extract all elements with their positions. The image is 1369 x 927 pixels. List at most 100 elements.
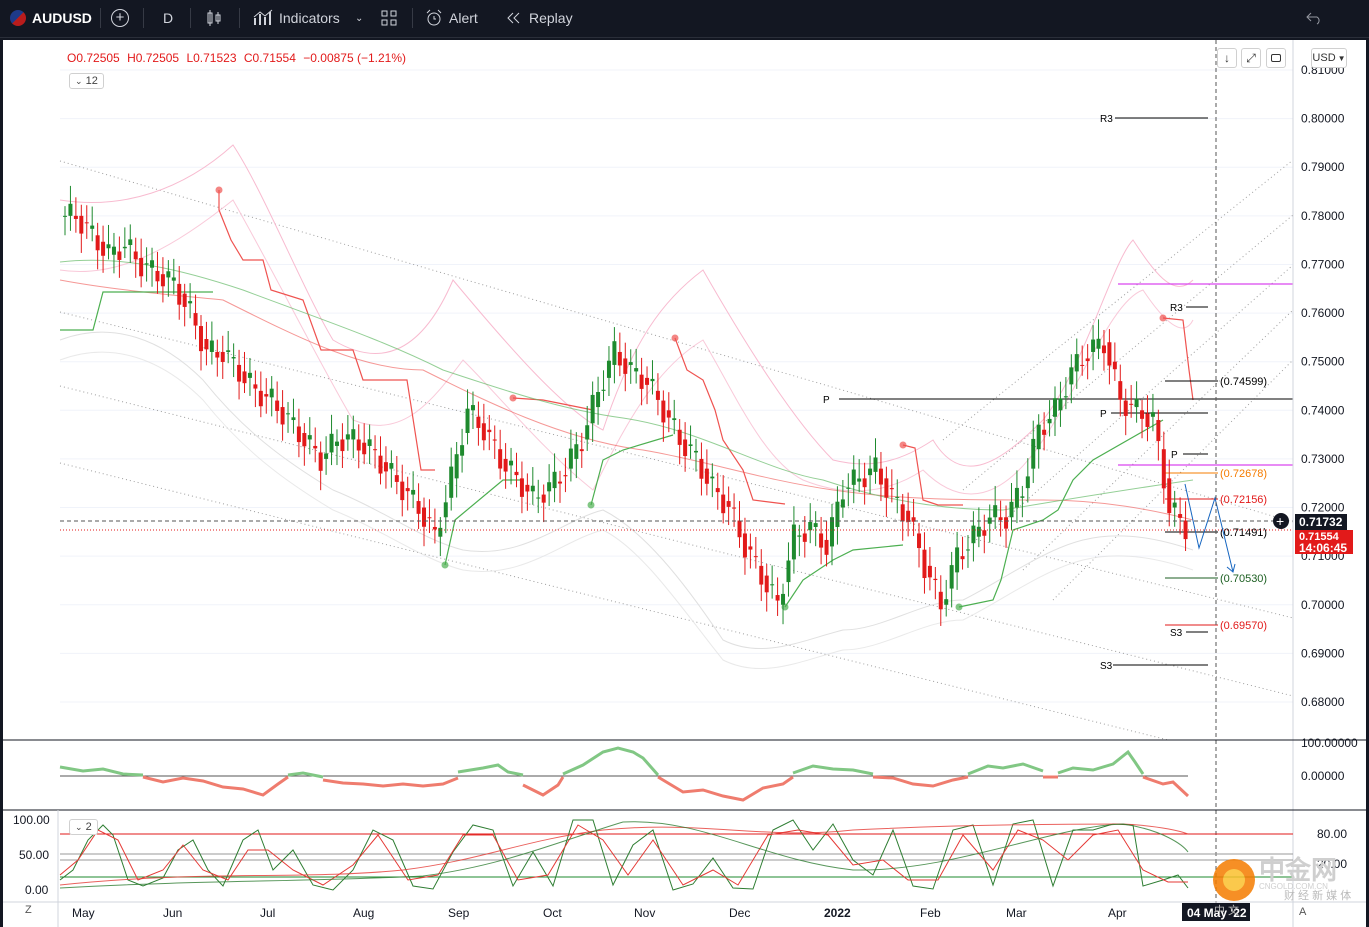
alert-label: Alert: [449, 10, 478, 26]
chevron-down-icon: ⌄: [355, 12, 364, 24]
candle-body: [198, 326, 203, 352]
candle-body: [329, 433, 334, 453]
price-chart[interactable]: R3 P R3 P P S3 S3 (0.74599) (0.72678) (0…: [3, 40, 1366, 927]
price-axis-label: 0.73000: [1301, 452, 1345, 466]
low-value: L0.71523: [186, 51, 237, 65]
level-label: (0.72156): [1220, 494, 1267, 506]
change-value: −0.00875 (−1.21%): [303, 51, 406, 65]
candle-body: [590, 394, 595, 424]
auto-scale-button[interactable]: A: [1299, 906, 1306, 918]
candle-body: [1031, 438, 1036, 469]
candle-body: [209, 340, 214, 352]
top-toolbar: AUDUSD + D Indicators ⌄ Alert Replay: [0, 0, 1369, 38]
square-icon: [1271, 54, 1281, 62]
candle-body: [345, 434, 350, 440]
candle-body: [1009, 501, 1014, 518]
undo-button[interactable]: [1306, 0, 1322, 36]
fullscreen-button[interactable]: [1266, 48, 1286, 68]
candle-body: [623, 358, 628, 374]
bottom-right-label: A: [1299, 906, 1307, 918]
time-cursor-label: 04 May '22: [1187, 906, 1247, 920]
candle-body: [547, 482, 552, 492]
fib-level-lines: [1165, 380, 1218, 626]
candle-body: [857, 478, 862, 482]
candle-body: [122, 246, 127, 249]
candle-body: [1161, 449, 1166, 489]
replay-button[interactable]: Replay: [505, 0, 573, 36]
candle-body: [351, 429, 356, 440]
time-label: Dec: [729, 906, 750, 920]
candle-body: [1025, 476, 1030, 489]
level-label: (0.70530): [1220, 573, 1267, 585]
chart-type-button[interactable]: [205, 0, 223, 36]
chart-indicators-icon: [253, 9, 273, 25]
symbol-search[interactable]: AUDUSD: [10, 0, 92, 36]
candle-body: [944, 599, 949, 605]
candle-body: [840, 499, 845, 508]
alert-button[interactable]: Alert: [425, 0, 478, 36]
candle-body: [171, 277, 176, 281]
price-axis: 0.810000.800000.790000.780000.770000.760…: [1301, 63, 1345, 709]
candle-body: [133, 251, 138, 260]
candle-body: [791, 524, 796, 560]
candle-body: [487, 429, 492, 433]
candle-body: [1085, 358, 1090, 362]
candle-body: [829, 517, 834, 547]
time-label: Sep: [448, 906, 470, 920]
grid-layout-icon: [381, 10, 397, 26]
chevron-down-icon: ⌄: [75, 822, 83, 832]
candle-body: [955, 547, 960, 573]
candle-body: [732, 507, 737, 509]
candle-body: [144, 263, 149, 265]
pivot-label: P: [823, 395, 830, 406]
candle-body: [666, 410, 671, 418]
candle-body: [128, 239, 133, 246]
candle-body: [873, 457, 878, 472]
candle-body: [579, 449, 584, 452]
candle-body: [906, 510, 911, 522]
chart-area[interactable]: R3 P R3 P P S3 S3 (0.74599) (0.72678) (0…: [3, 40, 1366, 927]
candle-body: [797, 535, 802, 537]
interval-button[interactable]: D: [163, 0, 173, 36]
panel3-count: 2: [85, 821, 92, 833]
candle-body: [307, 435, 312, 440]
candle-body: [851, 469, 856, 485]
log-scale-button[interactable]: Z: [25, 904, 32, 916]
currency-button[interactable]: USD ▼: [1311, 48, 1347, 68]
candle-body: [645, 377, 650, 385]
candle-body: [411, 489, 416, 495]
candle-body: [220, 351, 225, 362]
price-axis-label: 0.78000: [1301, 209, 1345, 223]
panel3-collapse-button[interactable]: ⌄ 2: [69, 819, 98, 835]
candle-body: [1069, 367, 1074, 385]
indicators-collapse-button[interactable]: ⌄ 12: [69, 73, 104, 89]
candle-body: [759, 565, 764, 585]
candle-body: [775, 595, 780, 601]
indicators-dropdown[interactable]: ⌄: [355, 0, 363, 36]
candle-body: [286, 413, 291, 415]
time-axis: May Jun Jul Aug Sep Oct Nov Dec 2022 Feb…: [72, 906, 1127, 920]
candle-body: [1047, 418, 1052, 424]
candle-body: [835, 501, 840, 527]
layout-button[interactable]: [381, 0, 397, 36]
candle-body: [313, 445, 318, 449]
moving-average-green: [59, 259, 1194, 511]
candle-body: [296, 426, 301, 443]
candle-body: [432, 526, 437, 530]
chevron-down-icon: ⌄: [75, 76, 83, 86]
time-cursor-badge: [1182, 903, 1250, 921]
compare-button[interactable]: +: [111, 0, 129, 36]
indicators-button[interactable]: Indicators: [253, 0, 340, 36]
candle-body: [742, 533, 747, 558]
candle-body: [356, 439, 361, 451]
maximize-button[interactable]: ⤢: [1241, 48, 1261, 68]
candle-body: [177, 283, 182, 305]
osc2-left-label: 100.00: [13, 813, 50, 827]
candle-body: [237, 364, 242, 382]
candle-body: [917, 533, 922, 549]
candle-body: [1020, 496, 1025, 498]
add-alert-icon[interactable]: [1273, 513, 1289, 529]
trend-channel-lines: [59, 159, 1294, 741]
scroll-down-button[interactable]: ↓: [1217, 48, 1237, 68]
candle-body: [95, 235, 100, 251]
